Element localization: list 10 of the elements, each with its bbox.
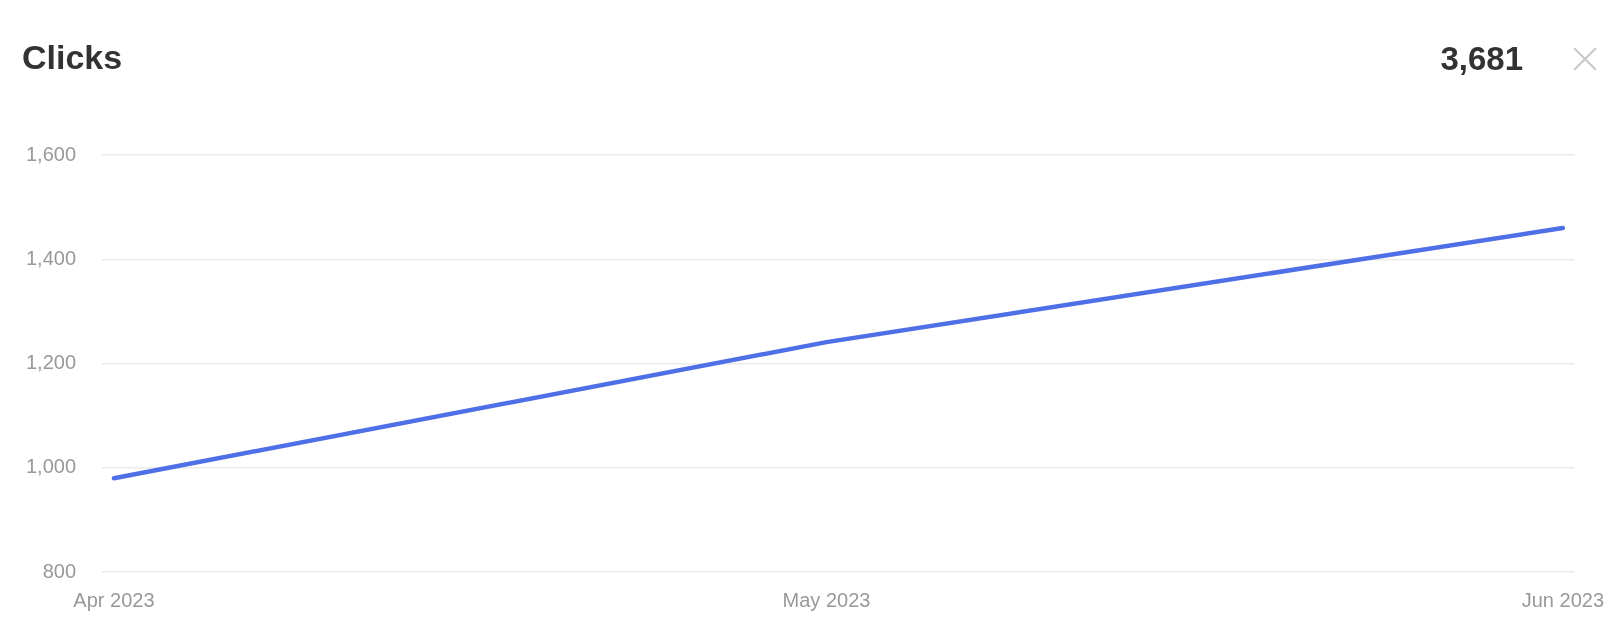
text: 3,681	[1440, 40, 1523, 77]
y-tick-label: 1,200	[25, 351, 77, 374]
x-tick-label: Apr 2023	[73, 588, 155, 611]
y-tick-label: 800	[42, 559, 77, 582]
y-tick-label: 1,000	[25, 455, 77, 478]
x-tick-label: May 2023	[782, 588, 871, 611]
x-tick-label: Jun 2023	[1521, 588, 1604, 611]
chart-title: Clicks	[22, 38, 123, 76]
y-tick-label: 1,600	[25, 142, 77, 165]
y-tick-label: 1,400	[25, 246, 77, 269]
